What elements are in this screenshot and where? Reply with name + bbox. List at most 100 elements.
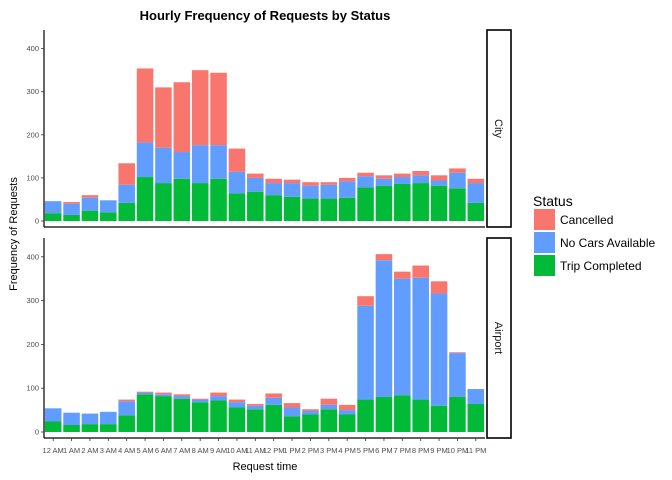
panel-airport: 0 100 200 300 400 Airport	[26, 237, 512, 439]
bar-city-no-cars-available-6-am	[155, 147, 172, 184]
bar-city-no-cars-available-1-am	[63, 203, 80, 215]
panels-group: 0 100 200 300 400 City 0 100 200 300 400 Airport	[26, 29, 512, 439]
bar-city-trip-completed-7-pm	[394, 183, 411, 221]
bar-city-no-cars-available-11-am	[247, 177, 264, 192]
bar-airport-trip-completed-6-am	[155, 396, 172, 432]
y-tick-label-airport-200: 200	[26, 340, 39, 349]
legend-title: Status	[533, 193, 573, 209]
x-tick-label-11-pm: 11 PM	[465, 446, 486, 455]
bar-city-no-cars-available-12-pm	[265, 183, 282, 196]
x-tick-label-12-pm: 12 PM	[263, 446, 285, 455]
chart-title: Hourly Frequency of Requests by Status	[140, 8, 391, 23]
bar-airport-trip-completed-5-am	[136, 394, 154, 432]
bar-city-no-cars-available-9-am	[210, 145, 227, 179]
bar-airport-cancelled-10-pm	[449, 352, 466, 354]
y-axis-title: Frequency of Requests	[8, 177, 20, 291]
bar-airport-no-cars-available-7-am	[173, 396, 191, 399]
bar-airport-trip-completed-10-am	[228, 407, 246, 432]
x-tick-label-9-pm: 9 PM	[430, 446, 448, 455]
y-tick-label-city-400: 400	[26, 44, 39, 53]
x-tick-label-2-am: 2 AM	[81, 446, 98, 455]
bar-city-trip-completed-1-pm	[283, 196, 301, 221]
bar-airport-no-cars-available-6-pm	[375, 260, 393, 397]
bar-airport-cancelled-5-am	[136, 391, 154, 393]
y-tick-label-airport-100: 100	[26, 384, 39, 393]
bar-airport-cancelled-7-pm	[394, 271, 411, 279]
bar-city-trip-completed-5-am	[136, 177, 154, 221]
bar-airport-no-cars-available-10-am	[228, 402, 246, 408]
bar-city-trip-completed-10-am	[228, 193, 246, 221]
x-tick-label-12-am: 12 AM	[43, 446, 64, 455]
bar-city-no-cars-available-10-pm	[449, 172, 466, 189]
bar-airport-no-cars-available-10-pm	[449, 353, 466, 397]
bar-airport-trip-completed-11-pm	[467, 403, 485, 432]
bar-city-trip-completed-11-am	[247, 191, 264, 221]
bar-city-cancelled-2-am	[81, 195, 99, 198]
y-tick-label-city-300: 300	[26, 87, 39, 96]
bar-city-cancelled-10-am	[228, 148, 246, 172]
bar-city-trip-completed-8-pm	[412, 183, 429, 221]
bar-city-trip-completed-2-am	[81, 210, 99, 221]
legend-swatch-no-cars-available	[534, 232, 555, 253]
legend-swatch-trip-completed	[534, 255, 555, 276]
x-tick-label-3-am: 3 AM	[100, 446, 117, 455]
bar-airport-trip-completed-12-pm	[265, 404, 282, 432]
bar-airport-no-cars-available-12-pm	[265, 397, 282, 405]
bar-airport-no-cars-available-9-pm	[430, 293, 448, 406]
bar-city-no-cars-available-5-am	[136, 142, 154, 178]
bar-airport-no-cars-available-5-am	[136, 392, 154, 395]
bar-airport-trip-completed-8-pm	[412, 399, 429, 432]
x-axis-title: Request time	[233, 461, 298, 473]
bar-airport-cancelled-7-am	[173, 394, 191, 397]
bar-city-no-cars-available-8-am	[191, 145, 209, 184]
bar-city-trip-completed-5-pm	[357, 187, 374, 221]
bar-city-no-cars-available-12-am	[44, 201, 62, 214]
bar-airport-no-cars-available-11-pm	[467, 389, 485, 404]
bar-city-cancelled-4-am	[118, 163, 135, 185]
bar-airport-no-cars-available-2-am	[81, 413, 99, 425]
bar-city-cancelled-7-pm	[394, 173, 411, 178]
bar-city-trip-completed-1-am	[63, 214, 80, 221]
bar-airport-cancelled-2-pm	[302, 409, 319, 411]
bar-airport-no-cars-available-3-am	[100, 411, 117, 425]
bar-airport-cancelled-4-pm	[338, 404, 356, 411]
bar-airport-trip-completed-9-am	[210, 400, 227, 432]
bar-airport-cancelled-8-am	[191, 398, 209, 400]
strip-label-airport: Airport	[492, 322, 504, 354]
bar-city-trip-completed-2-pm	[302, 198, 319, 221]
bar-city-no-cars-available-9-pm	[430, 180, 448, 186]
x-tick-label-10-pm: 10 PM	[447, 446, 469, 455]
bar-airport-no-cars-available-3-pm	[320, 404, 338, 410]
legend-label-no-cars-available: No Cars Available	[560, 236, 655, 250]
bar-city-cancelled-2-pm	[302, 182, 319, 186]
bar-city-cancelled-5-am	[136, 68, 154, 143]
bar-city-cancelled-1-pm	[283, 179, 301, 184]
bar-airport-no-cars-available-1-pm	[283, 407, 301, 417]
bar-airport-cancelled-9-pm	[430, 281, 448, 294]
strip-city	[486, 29, 512, 228]
bar-city-no-cars-available-11-pm	[467, 183, 485, 203]
bar-city-cancelled-3-pm	[320, 182, 338, 185]
bar-city-no-cars-available-5-pm	[357, 176, 374, 188]
bar-city-trip-completed-6-am	[155, 183, 172, 221]
bar-city-trip-completed-9-pm	[430, 185, 448, 221]
bar-city-no-cars-available-4-pm	[338, 181, 356, 198]
y-tick-label-city-0: 0	[35, 217, 39, 226]
bar-city-cancelled-6-pm	[375, 175, 393, 179]
bar-city-no-cars-available-10-am	[228, 171, 246, 194]
bar-city-cancelled-11-pm	[467, 178, 485, 184]
bar-city-cancelled-1-am	[63, 202, 80, 204]
bar-city-cancelled-11-am	[247, 173, 264, 178]
bar-city-trip-completed-4-pm	[338, 197, 356, 221]
bar-city-trip-completed-12-pm	[265, 195, 282, 221]
bar-airport-no-cars-available-4-am	[118, 401, 135, 416]
x-tick-label-9-am: 9 AM	[210, 446, 227, 455]
x-tick-label-1-pm: 1 PM	[283, 446, 301, 455]
bar-airport-no-cars-available-8-am	[191, 399, 209, 403]
bar-city-cancelled-8-am	[191, 70, 209, 146]
x-tick-label-5-am: 5 AM	[137, 446, 154, 455]
bar-city-cancelled-6-am	[155, 87, 172, 148]
x-tick-label-7-am: 7 AM	[173, 446, 190, 455]
bar-airport-no-cars-available-9-am	[210, 396, 227, 401]
bar-airport-trip-completed-1-pm	[283, 416, 301, 432]
